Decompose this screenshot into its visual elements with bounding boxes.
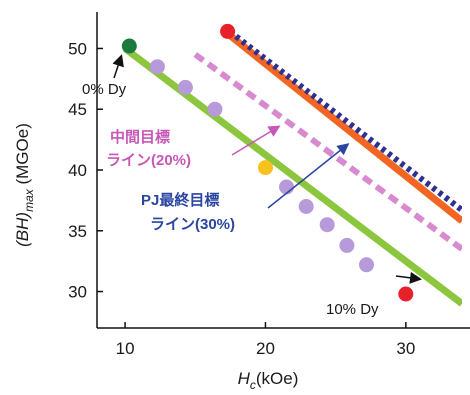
y-tick-label-45: 45 bbox=[68, 100, 87, 119]
annotation-mid-target-line1: 中間目標 bbox=[110, 128, 170, 146]
y-tick-label-40: 40 bbox=[68, 161, 87, 180]
data-point-10 bbox=[398, 286, 414, 302]
svg-text:Hc(kOe): Hc(kOe) bbox=[238, 369, 299, 390]
data-point-2 bbox=[177, 79, 193, 95]
y-tick-label-30: 30 bbox=[68, 283, 87, 302]
x-axis-title: Hc(kOe) bbox=[238, 369, 299, 392]
arrow-10pct-dy bbox=[395, 271, 422, 284]
data-point-1 bbox=[149, 59, 165, 75]
data-point-11 bbox=[220, 23, 236, 39]
series-line-pink-dashed bbox=[193, 52, 462, 252]
data-point-5 bbox=[279, 179, 294, 195]
svg-text:(BH)max (MGOe): (BH)max (MGOe) bbox=[13, 123, 36, 247]
annotation-pj-target-line2: ライン(30%) bbox=[150, 216, 235, 233]
annotation-mid-target-line2: ライン(20%) bbox=[106, 152, 191, 169]
series-line-blue-dotted bbox=[221, 24, 462, 213]
arrow-mid-target bbox=[231, 125, 281, 156]
x-tick-label-10: 10 bbox=[116, 339, 135, 358]
series-line-orange bbox=[221, 27, 462, 224]
data-point-6 bbox=[298, 199, 314, 214]
y-tick-label-35: 35 bbox=[68, 222, 87, 241]
x-tick-label-30: 30 bbox=[396, 339, 415, 358]
y-tick-label-50: 50 bbox=[68, 39, 87, 58]
annotation-10pct-dy: 10% Dy bbox=[326, 301, 379, 318]
data-point-0 bbox=[121, 38, 137, 54]
data-point-7 bbox=[319, 217, 335, 233]
data-point-4 bbox=[258, 160, 273, 176]
data-point-8 bbox=[339, 237, 355, 253]
annotation-pj-target-line1: PJ最終目標 bbox=[141, 191, 219, 209]
y-axis-title: (BH)max (MGOe) bbox=[13, 123, 36, 247]
arrow-0pct-dy bbox=[112, 54, 124, 79]
arrow-pj-target bbox=[267, 143, 350, 209]
annotation-0pct-dy: 0% Dy bbox=[82, 81, 127, 98]
x-tick-label-20: 20 bbox=[256, 339, 275, 358]
data-point-3 bbox=[207, 101, 223, 117]
data-point-9 bbox=[359, 257, 374, 273]
